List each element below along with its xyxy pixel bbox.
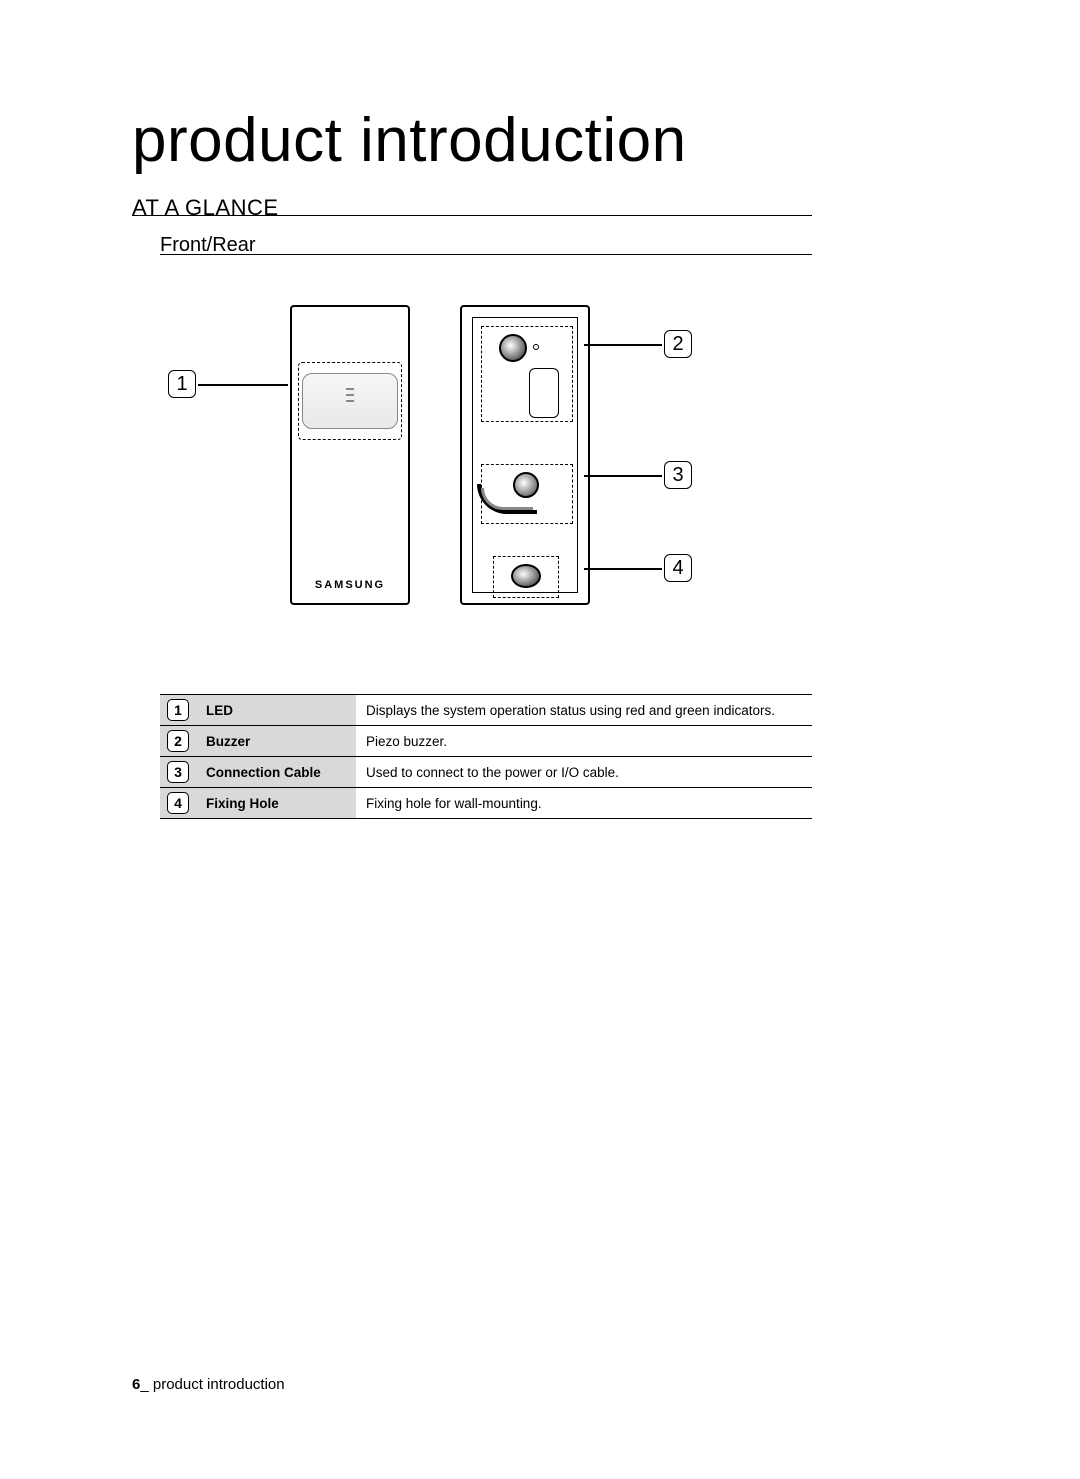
part-number-cell: 4 (160, 788, 196, 819)
part-desc-cell: Piezo buzzer. (356, 726, 812, 757)
part-desc-cell: Fixing hole for wall-mounting. (356, 788, 812, 819)
num-badge: 3 (167, 761, 189, 783)
part-name-cell: Buzzer (196, 726, 356, 757)
num-badge: 1 (167, 699, 189, 721)
section-heading: AT A GLANCE (132, 195, 287, 221)
subsection-rule (160, 254, 812, 255)
table-row: 3 Connection Cable Used to connect to th… (160, 757, 812, 788)
fixing-hole-icon (511, 564, 541, 588)
led-indicators (303, 388, 397, 402)
rear-inner-content (479, 324, 571, 586)
section-rule (132, 215, 812, 216)
led-dot (346, 400, 354, 402)
part-desc-cell: Displays the system operation status usi… (356, 695, 812, 726)
buzzer-dot (533, 344, 539, 350)
table-row: 4 Fixing Hole Fixing hole for wall-mount… (160, 788, 812, 819)
callout-2: 2 (664, 330, 692, 358)
table-row: 1 LED Displays the system operation stat… (160, 695, 812, 726)
rear-inner-border (472, 317, 578, 593)
parts-table: 1 LED Displays the system operation stat… (160, 694, 812, 819)
page-footer: 6_ product introduction (132, 1376, 285, 1393)
footer-label: product introduction (153, 1376, 285, 1393)
part-name-cell: LED (196, 695, 356, 726)
part-name-cell: Connection Cable (196, 757, 356, 788)
front-led-panel (302, 373, 398, 429)
device-front: SAMSUNG (290, 305, 410, 605)
part-number-cell: 1 (160, 695, 196, 726)
table-row: 2 Buzzer Piezo buzzer. (160, 726, 812, 757)
led-dot (346, 394, 354, 396)
parts-table-body: 1 LED Displays the system operation stat… (160, 695, 812, 819)
page: product introduction AT A GLANCE Front/R… (0, 0, 1080, 1479)
buzzer-hole-icon (499, 334, 527, 362)
num-badge: 2 (167, 730, 189, 752)
callout-1: 1 (168, 370, 196, 398)
leader-4 (584, 568, 662, 570)
buzzer-region (481, 326, 573, 422)
device-rear (460, 305, 590, 605)
part-number-cell: 2 (160, 726, 196, 757)
part-desc-cell: Used to connect to the power or I/O cabl… (356, 757, 812, 788)
brand-label: SAMSUNG (292, 579, 408, 591)
product-diagram: 1 SAMSUNG (130, 290, 810, 630)
num-badge: 4 (167, 792, 189, 814)
slot (529, 368, 559, 418)
page-title: product introduction (132, 105, 687, 176)
led-dot (346, 388, 354, 390)
leader-1 (198, 384, 288, 386)
callout-4: 4 (664, 554, 692, 582)
leader-2 (584, 344, 662, 346)
part-name-cell: Fixing Hole (196, 788, 356, 819)
leader-3 (584, 475, 662, 477)
callout-3: 3 (664, 461, 692, 489)
footer-separator: _ (140, 1376, 153, 1393)
part-number-cell: 3 (160, 757, 196, 788)
